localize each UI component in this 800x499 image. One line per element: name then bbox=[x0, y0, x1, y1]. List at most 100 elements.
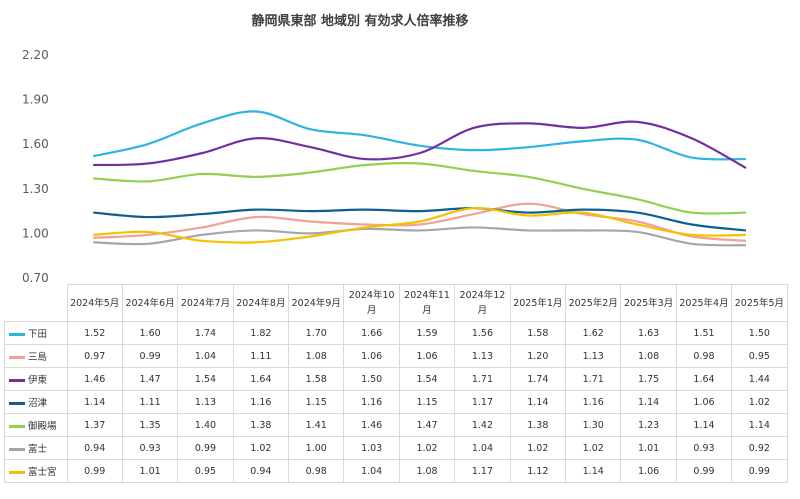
data-label: 1.41 bbox=[288, 413, 345, 437]
data-label: 1.71 bbox=[565, 367, 622, 391]
category-header: 2024年10月 bbox=[343, 284, 400, 322]
category-header: 2025年1月 bbox=[509, 284, 567, 322]
table-header-row: 2024年5月 2024年6月 2024年7月 2024年8月 2024年9月 2024年… bbox=[4, 284, 788, 322]
data-label: 1.02 bbox=[398, 436, 456, 460]
category-header: 2025年5月 bbox=[731, 284, 788, 322]
data-label: 1.46 bbox=[343, 413, 400, 437]
legend-swatch bbox=[9, 356, 25, 359]
data-label: 1.62 bbox=[565, 321, 622, 345]
series-name: 御殿場 bbox=[28, 421, 57, 432]
data-label: 0.93 bbox=[121, 436, 179, 460]
legend-swatch bbox=[9, 333, 25, 336]
data-label: 1.42 bbox=[454, 413, 511, 437]
data-label: 1.04 bbox=[177, 344, 234, 368]
data-label: 1.74 bbox=[177, 321, 234, 345]
data-label: 1.47 bbox=[398, 413, 456, 437]
category-header: 2025年2月 bbox=[565, 284, 622, 322]
data-label: 1.11 bbox=[232, 344, 290, 368]
data-label: 1.12 bbox=[509, 459, 567, 483]
data-label: 0.97 bbox=[66, 344, 123, 368]
data-label: 0.98 bbox=[288, 459, 345, 483]
series-legend-cell: 下田 bbox=[4, 321, 68, 345]
data-label: 1.13 bbox=[177, 390, 234, 414]
table-row: 富士宮 0.99 1.01 0.95 0.94 0.98 1.04 1.08 1.17 1.12 1… bbox=[4, 459, 788, 483]
data-label: 1.04 bbox=[343, 459, 400, 483]
data-label: 1.08 bbox=[398, 459, 456, 483]
data-label: 1.50 bbox=[731, 321, 788, 345]
data-label: 1.38 bbox=[509, 413, 567, 437]
table-row: 沼津 1.14 1.11 1.13 1.16 1.15 1.16 1.15 1.17 1.14 1.… bbox=[4, 390, 788, 414]
data-label: 1.02 bbox=[731, 390, 788, 414]
data-label: 1.56 bbox=[454, 321, 511, 345]
data-label: 1.14 bbox=[509, 390, 567, 414]
category-header: 2024年12月 bbox=[454, 284, 511, 322]
table-corner bbox=[4, 284, 68, 322]
series-line-5 bbox=[93, 162, 747, 215]
legend-swatch bbox=[9, 425, 25, 428]
y-tick-label: 1.00 bbox=[22, 226, 49, 240]
y-tick-label: 1.90 bbox=[22, 93, 49, 107]
data-label: 1.06 bbox=[620, 459, 677, 483]
series-line-2 bbox=[93, 202, 747, 242]
chart-title: 静岡県東部 地域別 有効求人倍率推移 bbox=[251, 14, 469, 29]
data-label: 1.23 bbox=[620, 413, 677, 437]
series-legend-cell: 御殿場 bbox=[4, 413, 68, 437]
category-header: 2024年11月 bbox=[398, 284, 456, 322]
data-label: 1.17 bbox=[454, 390, 511, 414]
data-label: 1.82 bbox=[232, 321, 290, 345]
legend-swatch bbox=[9, 448, 25, 451]
data-label: 1.16 bbox=[565, 390, 622, 414]
line-plot: 2.20 1.90 1.60 1.30 1.00 0.70 bbox=[22, 48, 747, 285]
data-label: 1.35 bbox=[121, 413, 179, 437]
data-label: 1.46 bbox=[66, 367, 123, 391]
data-label: 1.02 bbox=[232, 436, 290, 460]
data-label: 1.14 bbox=[731, 413, 788, 437]
data-label: 1.13 bbox=[565, 344, 622, 368]
data-label: 1.64 bbox=[675, 367, 733, 391]
data-label: 1.70 bbox=[288, 321, 345, 345]
data-label: 1.64 bbox=[232, 367, 290, 391]
data-label: 1.30 bbox=[565, 413, 622, 437]
data-label: 1.06 bbox=[343, 344, 400, 368]
table-row: 三島 0.97 0.99 1.04 1.11 1.08 1.06 1.06 1.13 1.20 1.… bbox=[4, 344, 788, 368]
data-label: 1.63 bbox=[620, 321, 677, 345]
data-table: 2024年5月 2024年6月 2024年7月 2024年8月 2024年9月 2024年… bbox=[4, 284, 788, 483]
category-header: 2024年9月 bbox=[288, 284, 345, 322]
data-label: 1.17 bbox=[454, 459, 511, 483]
y-tick-label: 2.20 bbox=[22, 48, 49, 62]
data-label: 1.13 bbox=[454, 344, 511, 368]
data-label: 1.54 bbox=[177, 367, 234, 391]
data-label: 0.99 bbox=[731, 459, 788, 483]
series-name: 伊東 bbox=[28, 375, 48, 386]
data-label: 1.66 bbox=[343, 321, 400, 345]
category-header: 2024年6月 bbox=[121, 284, 179, 322]
series-legend-cell: 三島 bbox=[4, 344, 68, 368]
data-label: 1.51 bbox=[675, 321, 733, 345]
legend-swatch bbox=[9, 379, 25, 382]
data-label: 1.58 bbox=[288, 367, 345, 391]
data-label: 1.75 bbox=[620, 367, 677, 391]
data-label: 0.94 bbox=[232, 459, 290, 483]
series-line-6 bbox=[93, 226, 747, 247]
data-label: 1.50 bbox=[343, 367, 400, 391]
data-label: 1.60 bbox=[121, 321, 179, 345]
data-label: 0.93 bbox=[675, 436, 733, 460]
data-label: 1.06 bbox=[675, 390, 733, 414]
data-label: 1.44 bbox=[731, 367, 788, 391]
data-label: 0.99 bbox=[121, 344, 179, 368]
series-legend-cell: 伊東 bbox=[4, 367, 68, 391]
legend-swatch bbox=[9, 402, 25, 405]
data-label: 1.14 bbox=[565, 459, 622, 483]
series-name: 富士宮 bbox=[28, 467, 57, 478]
category-header: 2024年7月 bbox=[177, 284, 234, 322]
data-label: 0.98 bbox=[675, 344, 733, 368]
data-label: 0.99 bbox=[177, 436, 234, 460]
data-label: 0.94 bbox=[66, 436, 123, 460]
y-tick-label: 0.70 bbox=[22, 271, 49, 285]
series-name: 沼津 bbox=[28, 398, 48, 409]
data-label: 0.99 bbox=[675, 459, 733, 483]
table-row: 富士 0.94 0.93 0.99 1.02 1.00 1.03 1.02 1.04 1.02 1.… bbox=[4, 436, 788, 460]
data-label: 1.37 bbox=[66, 413, 123, 437]
series-line-4 bbox=[93, 207, 747, 232]
data-label: 1.15 bbox=[288, 390, 345, 414]
